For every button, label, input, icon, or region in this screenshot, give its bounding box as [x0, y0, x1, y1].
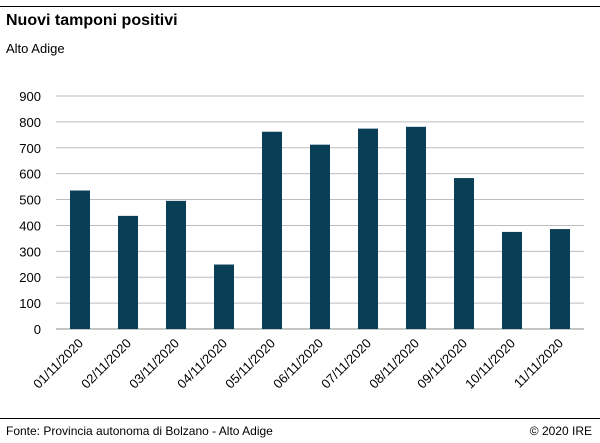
y-tick-label: 0 [34, 322, 41, 337]
bar [310, 144, 330, 329]
bar [262, 131, 282, 329]
y-tick-label: 800 [19, 115, 41, 130]
bar [454, 178, 474, 329]
y-tick-label: 300 [19, 244, 41, 259]
y-tick-label: 100 [19, 296, 41, 311]
y-tick-label: 700 [19, 141, 41, 156]
x-tick-label: 02/11/2020 [78, 336, 134, 392]
bottom-rule [0, 418, 600, 419]
x-tick-label: 05/11/2020 [222, 336, 278, 392]
chart-subtitle: Alto Adige [6, 41, 65, 56]
y-axis-tick-labels: 0 100 200 300 400 500 600 700 800 900 [19, 89, 41, 337]
x-axis-tick-labels: 01/11/202002/11/202003/11/202004/11/2020… [30, 336, 566, 392]
bar [550, 229, 570, 329]
bar [214, 264, 234, 329]
x-tick-label: 10/11/2020 [462, 336, 518, 392]
bars [70, 126, 570, 330]
source-note: Fonte: Provincia autonoma di Bolzano - A… [6, 424, 273, 438]
bar [406, 126, 426, 330]
y-tick-label: 200 [19, 270, 41, 285]
y-tick-label: 400 [19, 218, 41, 233]
x-tick-label: 09/11/2020 [414, 336, 470, 392]
y-tick-label: 600 [19, 167, 41, 182]
x-tick-label: 01/11/2020 [30, 336, 86, 392]
bar [502, 231, 522, 329]
bar [358, 128, 378, 329]
bar [70, 190, 90, 329]
x-tick-label: 07/11/2020 [318, 336, 374, 392]
x-tick-label: 08/11/2020 [366, 336, 422, 392]
x-tick-label: 03/11/2020 [126, 336, 182, 392]
bar [166, 200, 186, 329]
top-rule [0, 6, 600, 7]
copyright-note: © 2020 IRE [529, 424, 592, 438]
bar [118, 215, 138, 329]
x-tick-label: 04/11/2020 [174, 336, 230, 392]
x-tick-label: 06/11/2020 [270, 336, 326, 392]
y-tick-label: 500 [19, 193, 41, 208]
chart-title: Nuovi tamponi positivi [6, 12, 178, 29]
y-tick-label: 900 [19, 89, 41, 104]
x-tick-label: 11/11/2020 [511, 336, 566, 391]
